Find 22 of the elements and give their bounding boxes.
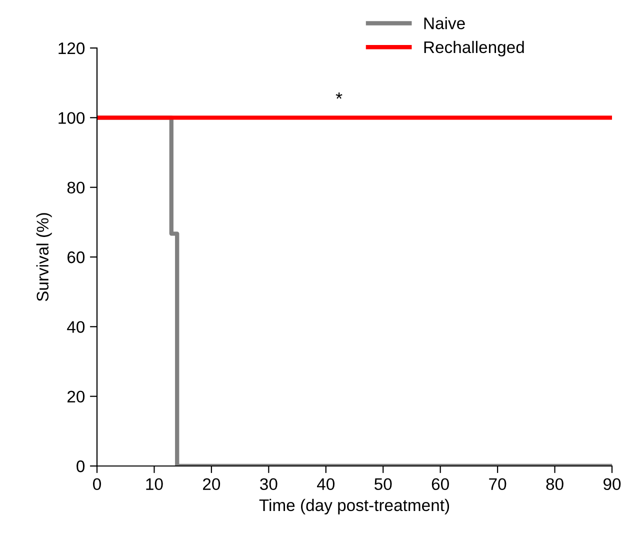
y-tick-label: 120	[58, 42, 85, 54]
y-tick-label: 0	[76, 460, 85, 472]
y-axis-title: Survival (%)	[36, 213, 52, 302]
x-tick-label: 10	[146, 478, 163, 490]
y-tick-label: 80	[67, 182, 85, 194]
y-tick-label: 60	[68, 251, 85, 264]
annotation: *	[336, 92, 342, 99]
legend-label: Naive	[424, 17, 465, 30]
x-tick-label: 20	[203, 478, 220, 490]
x-tick-label: 0	[93, 478, 101, 490]
x-tick-label: 80	[546, 478, 564, 490]
x-tick-label: 90	[604, 478, 621, 490]
x-tick-label: 50	[374, 478, 392, 490]
x-tick-label: 60	[432, 478, 449, 490]
x-axis-title: Time (day post-treatment)	[259, 498, 450, 514]
x-tick-label: 70	[489, 478, 506, 490]
y-tick-label: 100	[58, 112, 85, 124]
legend-label: Rechallenged	[424, 40, 524, 56]
x-tick-label: 30	[260, 478, 278, 490]
y-tick-label: 20	[67, 390, 85, 403]
y-tick-label: 40	[67, 321, 85, 333]
x-tick-label: 40	[317, 478, 335, 490]
